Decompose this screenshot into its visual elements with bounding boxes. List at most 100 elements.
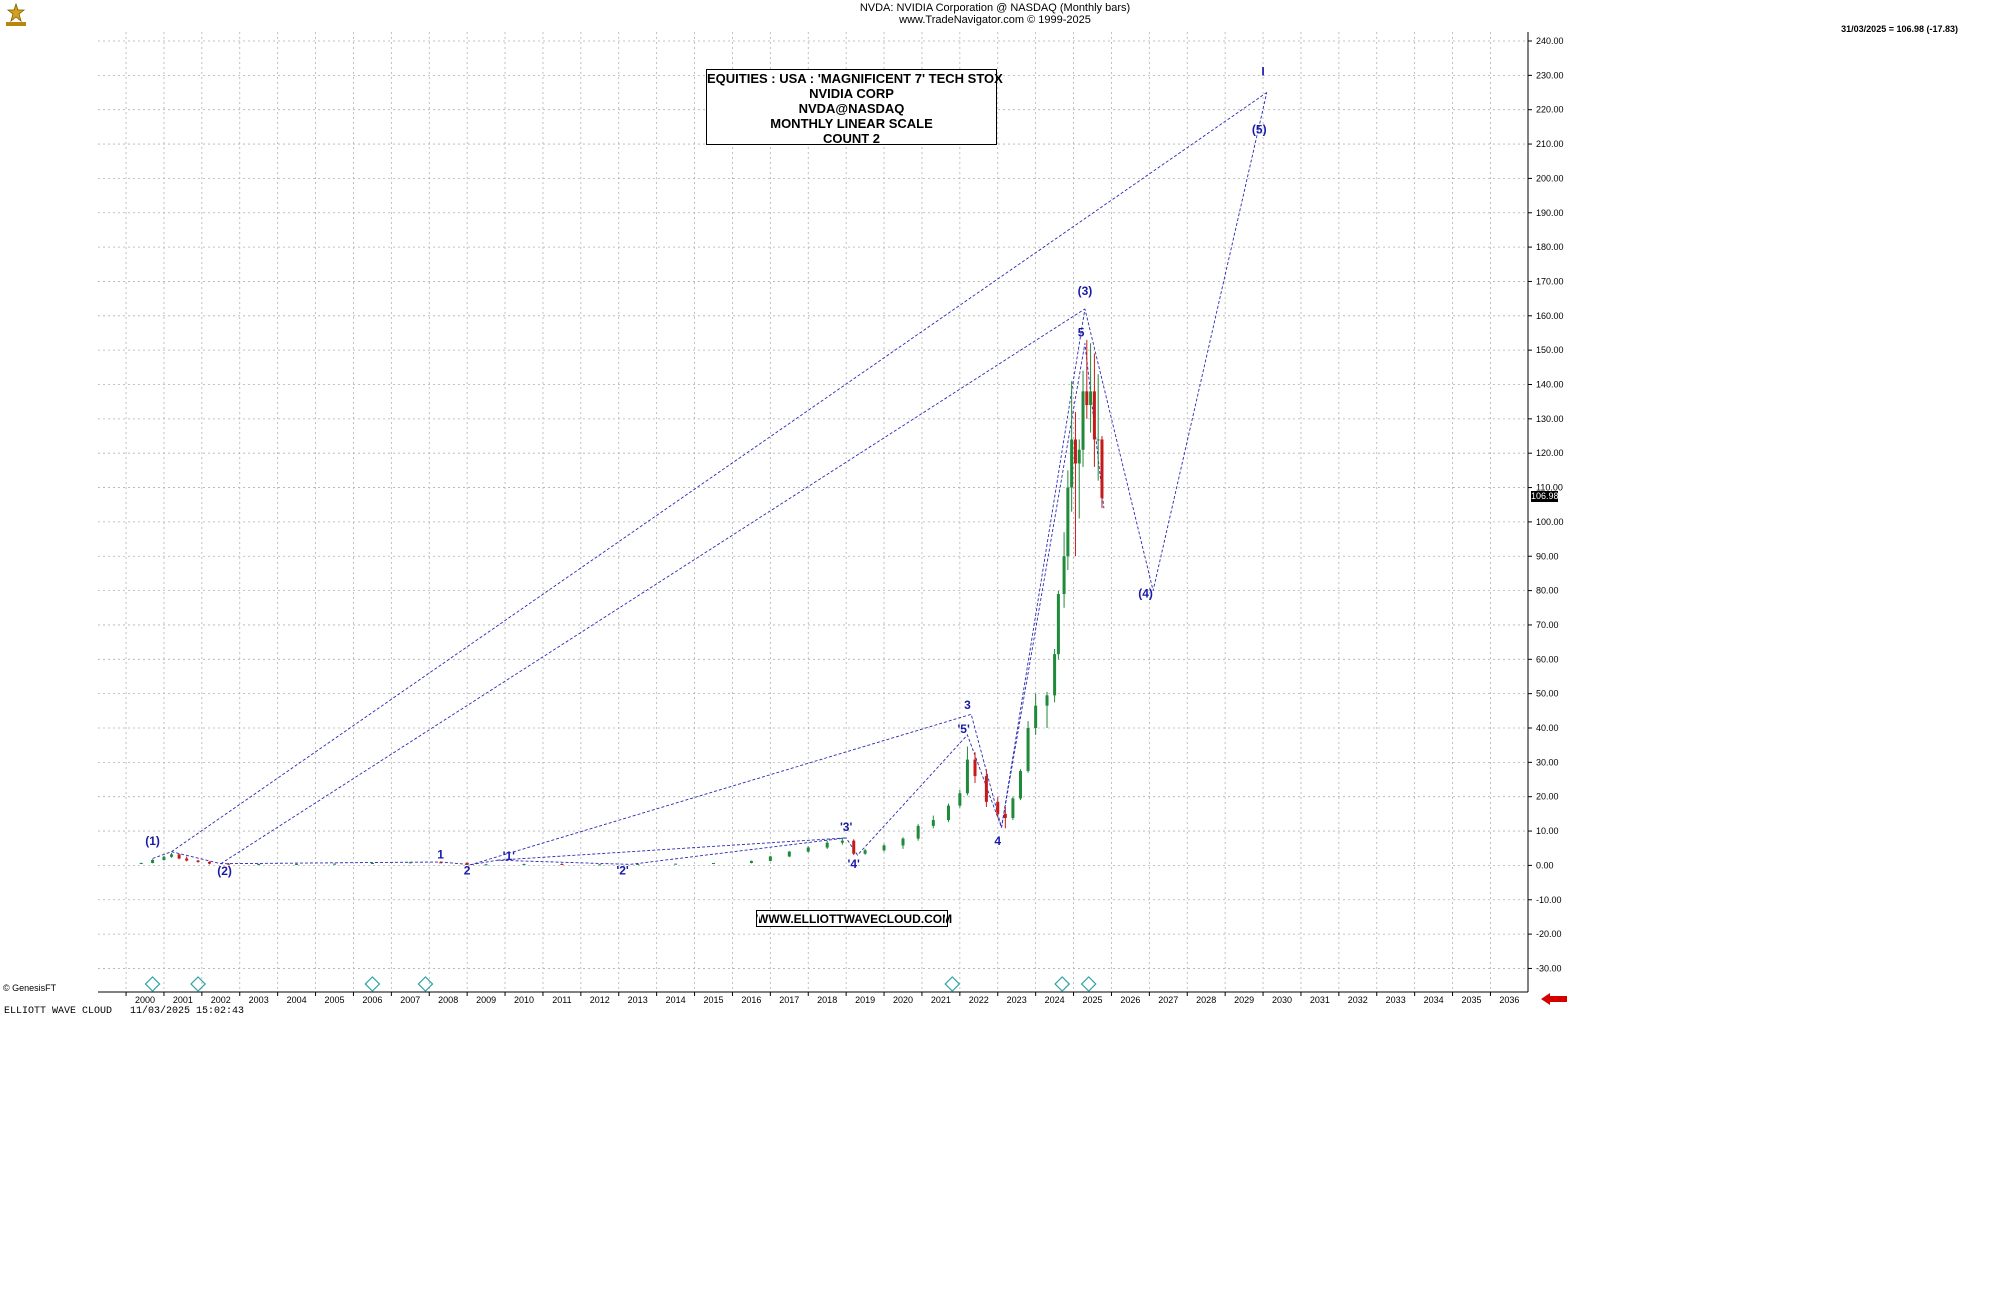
candle-body — [560, 864, 564, 866]
candle-body — [1026, 728, 1030, 771]
y-axis: -30.00 -20.00 -10.00 0.00 10.00 20.00 30.00 40.… — [1528, 36, 1564, 973]
x-tick-label: 2007 — [400, 995, 420, 1005]
candle-body — [439, 862, 443, 864]
x-tick-label: 2008 — [438, 995, 458, 1005]
candle-body — [973, 759, 977, 777]
y-tick-label: 130.00 — [1536, 414, 1564, 424]
candle-body — [1062, 556, 1066, 595]
candle-body — [636, 864, 640, 866]
x-axis: 2000 2001 2002 2003 2004 2005 2006 2007 2008 2009… — [125, 992, 1519, 1005]
y-tick-label: 10.00 — [1536, 826, 1559, 836]
chart-header-title: NVDA: NVIDIA Corporation @ NASDAQ (Month… — [859, 2, 1131, 14]
x-tick-label: 2000 — [135, 995, 155, 1005]
x-tick-label: 2012 — [590, 995, 610, 1005]
wave-label: '5' — [957, 722, 970, 736]
candle-body — [522, 864, 526, 866]
signal-markers — [144, 976, 1097, 992]
tradenavigator-logo — [6, 2, 26, 26]
website-banner: WWW.ELLIOTTWAVECLOUD.COM — [756, 910, 953, 927]
candle-body — [901, 838, 905, 846]
y-tick-label: 160.00 — [1536, 311, 1564, 321]
candle-body — [226, 863, 230, 865]
signal-marker — [364, 976, 381, 992]
signal-marker — [1054, 976, 1071, 992]
wave-label: 2 — [464, 863, 471, 877]
candle-body — [170, 854, 174, 857]
scroll-left-arrow-icon[interactable] — [1540, 992, 1568, 1006]
wave-label: 3 — [964, 698, 971, 712]
x-tick-label: 2014 — [666, 995, 686, 1005]
y-tick-label: 200.00 — [1536, 173, 1564, 183]
x-tick-label: 2015 — [703, 995, 723, 1005]
y-tick-label: 230.00 — [1536, 70, 1564, 80]
candle-body — [768, 856, 772, 861]
candle-body — [958, 793, 962, 806]
x-tick-label: 2028 — [1196, 995, 1216, 1005]
x-tick-label: 2004 — [287, 995, 307, 1005]
x-tick-label: 2020 — [893, 995, 913, 1005]
wave-label: 4 — [994, 834, 1001, 848]
wave-line — [171, 92, 1268, 853]
candle-body — [1034, 705, 1038, 728]
candles — [139, 339, 1104, 866]
x-tick-label: 2005 — [324, 995, 344, 1005]
candle-body — [1053, 654, 1057, 696]
y-tick-label: 80.00 — [1536, 586, 1559, 596]
x-tick-label: 2027 — [1158, 995, 1178, 1005]
wave-label: (5) — [1252, 123, 1267, 137]
candle-body — [177, 854, 181, 859]
candle-body — [787, 851, 791, 857]
wave-label: (4) — [1138, 586, 1153, 600]
candle-body — [712, 862, 715, 864]
last-price-readout: 31/03/2025 = 106.98 (-17.83) — [1841, 24, 1958, 34]
candle-body — [852, 840, 856, 854]
y-tick-label: 180.00 — [1536, 242, 1564, 252]
candle-body — [1081, 391, 1085, 450]
wave-label: '1' — [503, 849, 516, 863]
y-tick-label: 190.00 — [1536, 208, 1564, 218]
x-tick-label: 2011 — [552, 995, 571, 1005]
x-tick-label: 2035 — [1461, 995, 1481, 1005]
x-tick-label: 2023 — [1007, 995, 1027, 1005]
candle-body — [965, 759, 969, 794]
candle-body — [162, 856, 166, 860]
x-tick-label: 2029 — [1234, 995, 1254, 1005]
candle-body — [749, 860, 753, 863]
candle-body — [1066, 487, 1070, 557]
candle-body — [484, 864, 488, 866]
title-line-3: NVDA@NASDAQ — [798, 101, 905, 116]
candle-body — [185, 858, 189, 861]
x-tick-label: 2001 — [173, 995, 193, 1005]
wave-line — [1001, 343, 1105, 828]
x-tick-label: 2025 — [1082, 995, 1102, 1005]
x-tick-label: 2016 — [741, 995, 761, 1005]
title-line-2: NVIDIA CORP — [809, 86, 894, 101]
candle-body — [207, 861, 211, 864]
candle-body — [598, 864, 602, 866]
wave-label: '4' — [848, 857, 861, 871]
current-price-tag: 106.98 — [1531, 491, 1559, 502]
wave-label: 5 — [1078, 325, 1085, 339]
y-tick-label: 100.00 — [1536, 517, 1564, 527]
candle-body — [996, 801, 1000, 814]
y-tick-label: 140.00 — [1536, 380, 1564, 390]
x-tick-label: 2010 — [514, 995, 534, 1005]
candle-body — [1056, 594, 1060, 655]
wave-label: (2) — [217, 864, 232, 878]
wave-line — [497, 837, 847, 861]
candle-body — [1100, 439, 1104, 498]
candle-body — [370, 862, 374, 864]
x-tick-label: 2034 — [1424, 995, 1444, 1005]
candle-body — [257, 864, 261, 866]
x-tick-label: 2022 — [969, 995, 989, 1005]
wave-line — [470, 734, 1002, 866]
wave-label: '2' — [616, 863, 629, 877]
y-tick-label: -20.00 — [1536, 929, 1562, 939]
y-tick-label: 0.00 — [1536, 860, 1554, 870]
x-tick-label: 2031 — [1310, 995, 1330, 1005]
wave-label: 1 — [437, 848, 444, 862]
y-tick-label: 40.00 — [1536, 723, 1559, 733]
wave-label: (3) — [1078, 284, 1093, 298]
chart-header-source: www.TradeNavigator.com © 1999-2025 — [899, 14, 1091, 26]
